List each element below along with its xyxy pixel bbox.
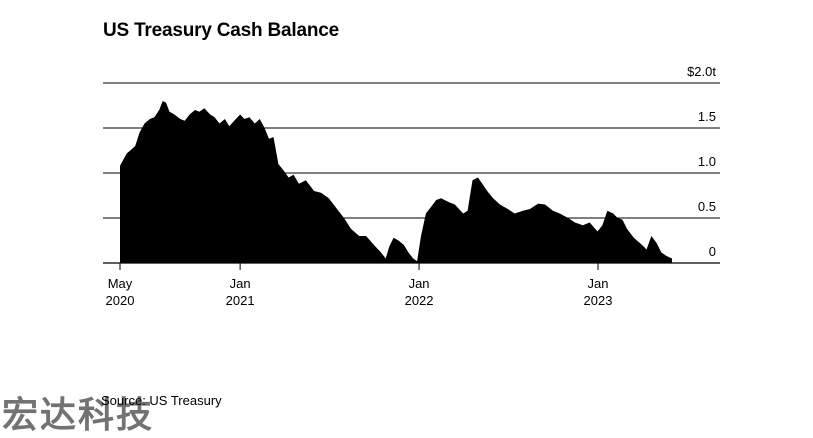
- y-tick-label: 1.5: [698, 109, 716, 124]
- x-tick-label: 2022: [405, 293, 434, 308]
- y-tick-label: $2.0t: [687, 64, 716, 79]
- y-axis-ticks: $2.0t 1.5 1.0 0.5 0: [687, 64, 716, 259]
- chart-svg: $2.0t 1.5 1.0 0.5 0 May 2020 Jan 2021 Jan 2022 Jan…: [103, 64, 720, 308]
- x-tick-label: 2021: [226, 293, 255, 308]
- x-tick-label: Jan: [409, 276, 430, 291]
- chart-title: US Treasury Cash Balance: [103, 20, 339, 41]
- source-note: Source: US Treasury: [101, 393, 222, 408]
- y-tick-label: 1.0: [698, 154, 716, 169]
- x-axis-ticks: May 2020 Jan 2021 Jan 2022 Jan 2023: [106, 263, 613, 308]
- y-tick-label: 0.5: [698, 199, 716, 214]
- x-tick-label: 2020: [106, 293, 135, 308]
- x-tick-label: Jan: [588, 276, 609, 291]
- watermark-logo: 宏达科技: [2, 395, 155, 436]
- x-tick-label: May: [108, 276, 133, 291]
- y-tick-label: 0: [709, 244, 716, 259]
- x-tick-label: Jan: [230, 276, 251, 291]
- x-tick-label: 2023: [584, 293, 613, 308]
- cash-balance-area: [120, 101, 672, 263]
